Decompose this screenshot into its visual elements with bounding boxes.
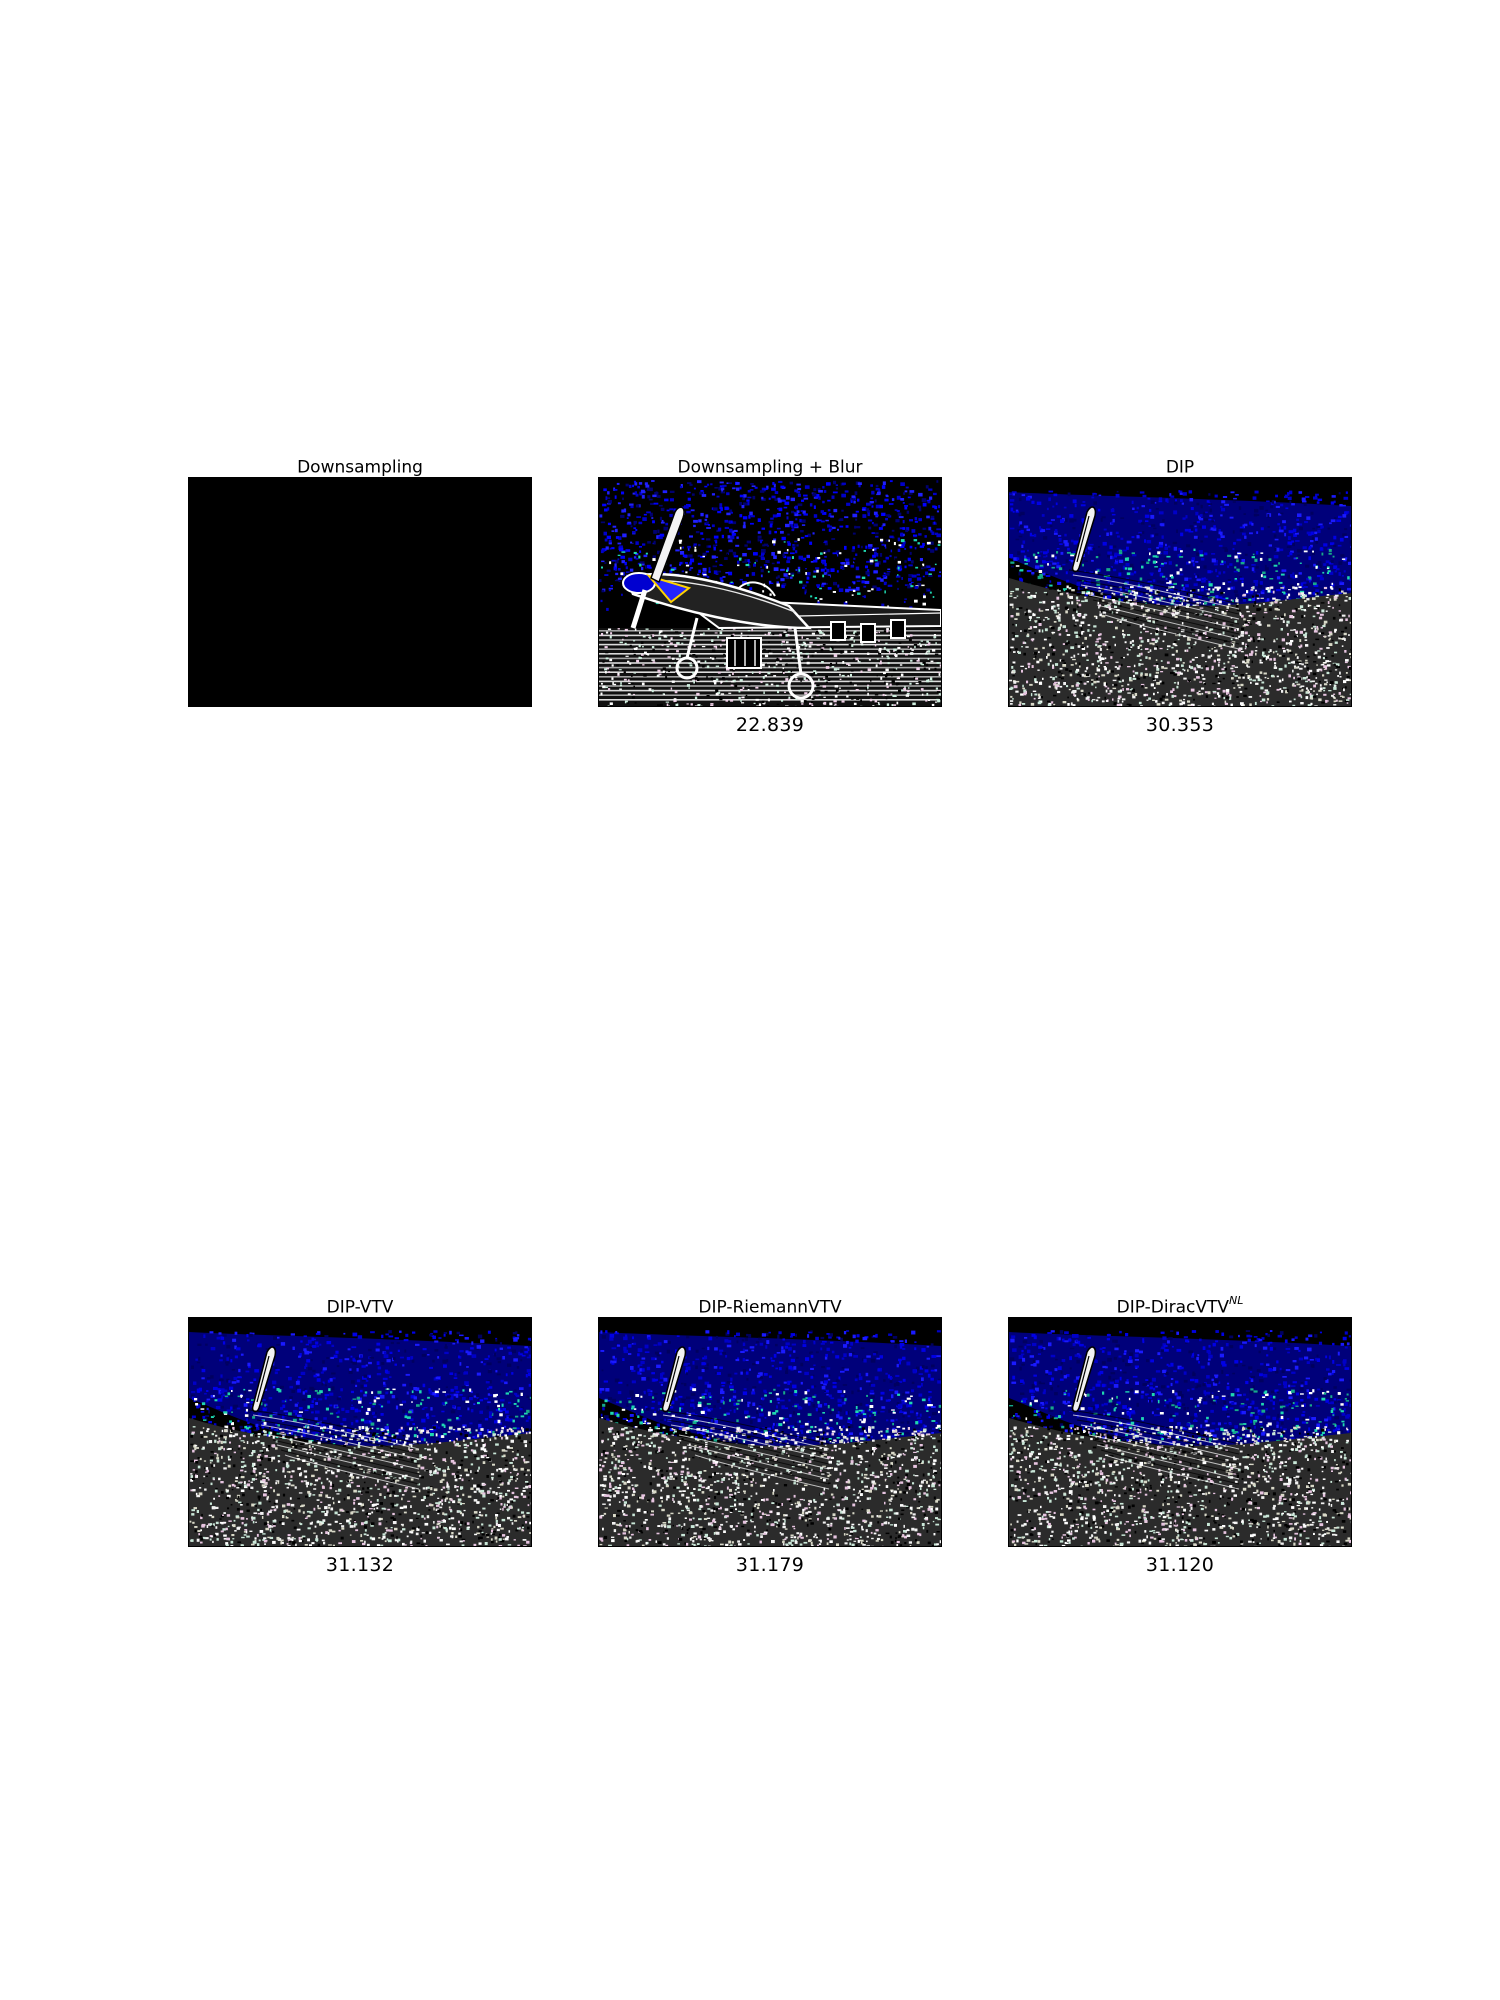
image-canvas — [189, 478, 531, 706]
panel-title: DIP-DiracVTVNL — [1116, 1294, 1244, 1318]
panel-title: Downsampling — [297, 457, 423, 478]
psnr-score: 31.120 — [1145, 1554, 1215, 1576]
reconstruction-image — [598, 1317, 942, 1547]
panel-title: Downsampling + Blur — [677, 457, 863, 478]
psnr-score: 30.353 — [1145, 714, 1215, 736]
panel-title: DIP-VTV — [326, 1297, 394, 1318]
reconstruction-image — [1008, 477, 1352, 707]
reconstruction-image — [188, 1317, 532, 1547]
psnr-score: 31.132 — [325, 1554, 395, 1576]
image-canvas — [189, 1318, 531, 1546]
image-canvas — [599, 1318, 941, 1546]
psnr-score — [188, 713, 532, 737]
reconstruction-image — [1008, 1317, 1352, 1547]
panel-title: DIP-RiemannVTV — [698, 1297, 842, 1318]
image-canvas — [1009, 478, 1351, 706]
psnr-score: 22.839 — [735, 714, 805, 736]
psnr-score: 31.179 — [735, 1554, 805, 1576]
airplane-edge-image — [598, 477, 942, 707]
downsampled-image — [188, 477, 532, 707]
image-canvas — [599, 478, 941, 706]
image-canvas — [1009, 1318, 1351, 1546]
panel-title: DIP — [1165, 457, 1195, 478]
